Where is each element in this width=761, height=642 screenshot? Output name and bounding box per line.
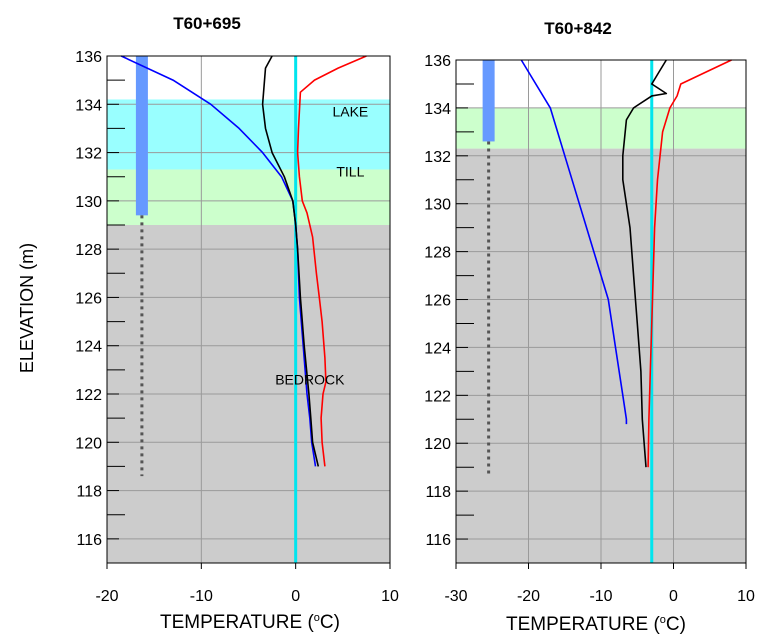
y-tick-label: 134 xyxy=(75,97,102,114)
casing-bar xyxy=(482,60,495,142)
layer-band-till xyxy=(107,169,390,225)
chart-title: T60+842 xyxy=(544,19,612,38)
casing-bar xyxy=(135,56,148,216)
panel-t60-695: T60+695 ELEVATION (m) TEMPERATURE (oC) L… xyxy=(17,14,399,633)
x-tick-label: -20 xyxy=(517,588,540,605)
y-tick-label: 116 xyxy=(76,532,102,549)
y-tick-label: 118 xyxy=(76,484,102,501)
y-tick-label: 124 xyxy=(75,339,102,356)
y-tick-label: 132 xyxy=(424,149,451,166)
x-tick-label: -10 xyxy=(190,588,213,605)
x-axis-label: TEMPERATURE (oC) xyxy=(506,614,686,635)
plot-frame xyxy=(106,55,391,564)
y-tick-label: 122 xyxy=(75,387,102,404)
y-tick-label: 120 xyxy=(424,436,451,453)
plot-area xyxy=(455,59,747,564)
y-axis-label: ELEVATION (m) xyxy=(17,243,37,373)
layer-label-bedrock: BEDROCK xyxy=(275,371,345,387)
series-line-2 xyxy=(647,59,732,468)
x-tick-label: 10 xyxy=(381,588,399,605)
x-tick-label: -10 xyxy=(589,588,612,605)
x-tick-label: 0 xyxy=(291,588,300,605)
layer-label-lake: LAKE xyxy=(332,103,368,119)
series-line-1 xyxy=(621,59,668,468)
y-tick-label: 122 xyxy=(424,388,451,405)
x-tick-label: 10 xyxy=(737,588,755,605)
x-tick-label: 0 xyxy=(669,588,678,605)
y-tick-label: 128 xyxy=(75,242,102,259)
y-tick-label: 124 xyxy=(424,340,451,357)
series-line-1 xyxy=(261,55,320,467)
y-tick-label: 120 xyxy=(75,435,102,452)
x-tick-label: -30 xyxy=(444,588,467,605)
y-tick-label: 130 xyxy=(424,197,451,214)
panel-t60-842: T60+842 TEMPERATURE (oC) 116 118 120 122 124… xyxy=(424,19,755,635)
x-tick-label: -20 xyxy=(95,588,118,605)
plot-area: LAKE TILL BEDROCK xyxy=(106,55,391,564)
chart-title: T60+695 xyxy=(173,14,241,33)
series-line-2 xyxy=(296,55,367,467)
y-tick-label: 130 xyxy=(75,194,102,211)
y-tick-label: 128 xyxy=(424,245,451,262)
y-tick-label: 132 xyxy=(75,146,102,163)
y-tick-label: 136 xyxy=(424,53,451,70)
layer-label-till: TILL xyxy=(336,164,364,180)
y-tick-label: 134 xyxy=(424,101,451,118)
layer-band xyxy=(107,56,390,100)
series-line-0 xyxy=(520,59,628,425)
y-tick-label: 136 xyxy=(75,49,102,66)
y-tick-label: 116 xyxy=(425,532,451,549)
y-tick-label: 126 xyxy=(424,293,451,310)
y-tick-label: 126 xyxy=(75,290,102,307)
x-axis-label: TEMPERATURE (oC) xyxy=(160,612,340,633)
y-tick-label: 118 xyxy=(425,484,451,501)
layer-band-lake xyxy=(107,99,390,170)
